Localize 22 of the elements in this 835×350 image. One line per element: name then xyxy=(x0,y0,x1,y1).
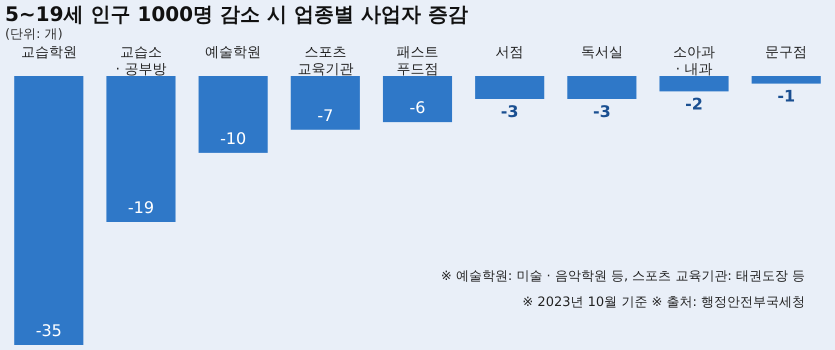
data-label: -35 xyxy=(36,321,62,340)
chart-title: 5~19세 인구 1000명 감소 시 업종별 사업자 증감 xyxy=(5,2,468,26)
x-tick-label: 서점 xyxy=(496,44,524,60)
data-label: -2 xyxy=(685,94,703,114)
data-label: -10 xyxy=(220,128,246,148)
x-tick-label: 교습학원 xyxy=(20,44,77,60)
x-tick-label: 패스트 푸드점 xyxy=(396,44,438,78)
data-label: -6 xyxy=(410,98,426,118)
x-tick-label: 스포츠 교육기관 xyxy=(297,44,354,78)
annotation: ※ 2023년 10월 기준 ※ 출처: 행정안전부국세청 xyxy=(522,295,805,310)
annotation: ※ 예술학원: 미술 · 음악학원 등, 스포츠 교육기관: 태권도장 등 xyxy=(440,269,805,284)
data-label: -3 xyxy=(592,102,611,122)
data-label: -7 xyxy=(317,106,334,125)
chart-subtitle: (단위: 개) xyxy=(5,27,63,42)
x-tick-label: 문구점 xyxy=(765,44,808,60)
x-tick-label: 소아과 · 내과 xyxy=(673,44,716,78)
data-label: -1 xyxy=(777,86,796,106)
x-tick-label: 교습소 · 공부방 xyxy=(116,44,166,78)
x-tick-label: 예술학원 xyxy=(205,44,262,60)
data-label: -3 xyxy=(500,102,519,122)
x-tick-label: 독서실 xyxy=(580,44,623,60)
data-label: -19 xyxy=(128,198,154,218)
